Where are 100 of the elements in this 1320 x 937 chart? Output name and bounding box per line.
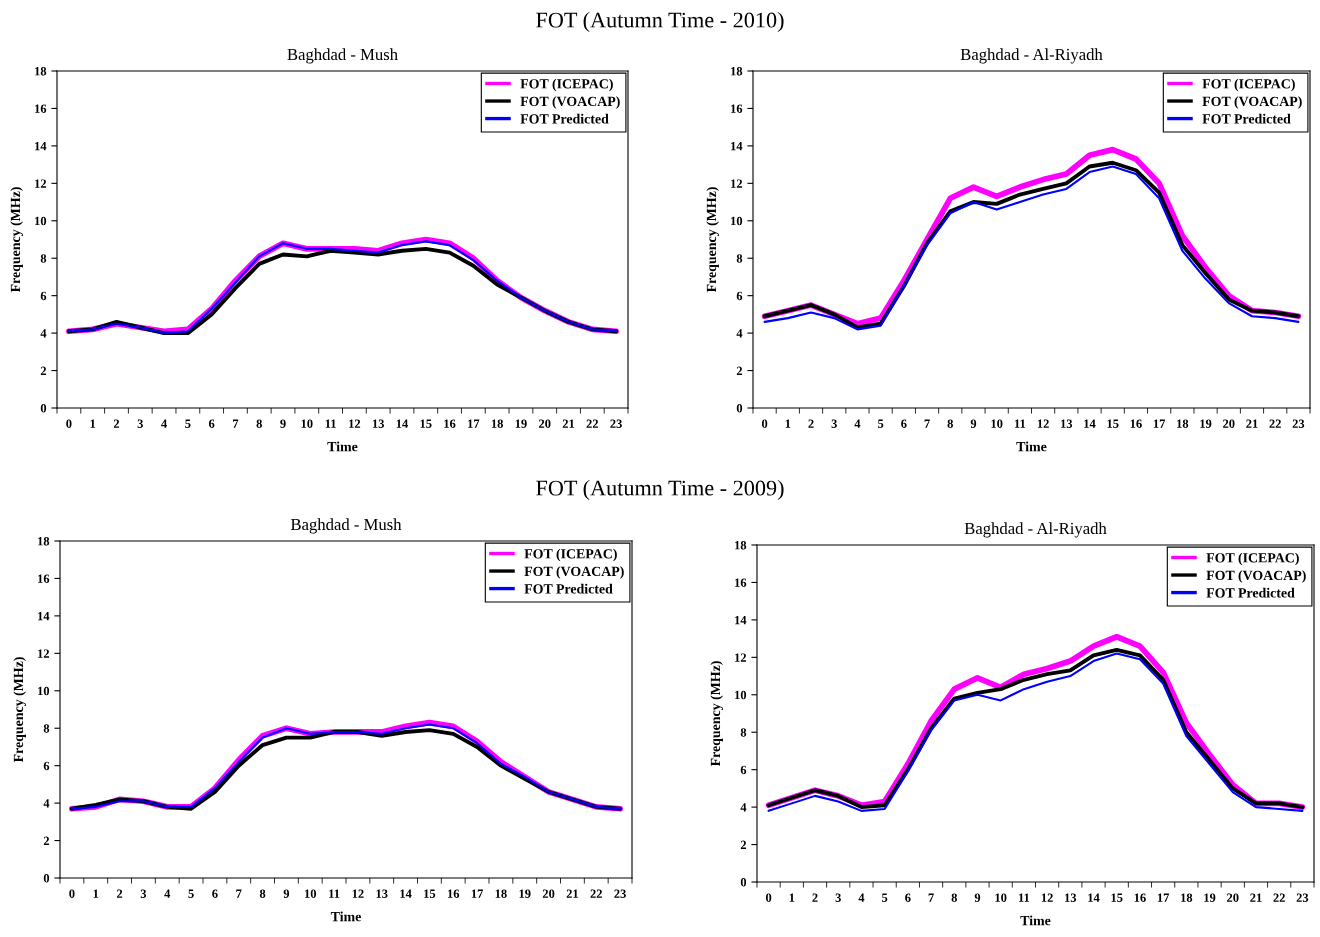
legend-label: FOT (VOACAP) bbox=[520, 96, 620, 109]
y-tick-label: 8 bbox=[40, 254, 47, 263]
legend-label: FOT Predicted bbox=[520, 113, 609, 124]
x-tick-label: 2 bbox=[808, 419, 814, 428]
legend-label: FOT (ICEPAC) bbox=[520, 78, 613, 92]
x-tick-label: 19 bbox=[515, 419, 527, 428]
x-tick-label: 5 bbox=[185, 419, 191, 428]
x-tick-label: 18 bbox=[495, 889, 507, 898]
x-tick-label: 1 bbox=[789, 893, 795, 902]
x-tick-label: 14 bbox=[1088, 893, 1100, 902]
legend-label: FOT (ICEPAC) bbox=[1202, 78, 1295, 92]
x-tick-label: 19 bbox=[1204, 893, 1216, 902]
x-tick-label: 1 bbox=[90, 419, 96, 428]
legend-label: FOT Predicted bbox=[524, 583, 613, 594]
y-tick-label: 0 bbox=[43, 874, 50, 883]
y-tick-label: 2 bbox=[736, 366, 743, 375]
x-tick-label: 20 bbox=[1227, 893, 1239, 902]
x-axis-title: Time bbox=[327, 441, 358, 452]
y-tick-label: 4 bbox=[736, 329, 743, 338]
legend-label: FOT (VOACAP) bbox=[524, 566, 624, 579]
y-tick-label: 6 bbox=[740, 765, 747, 775]
x-tick-label: 13 bbox=[1061, 419, 1073, 428]
y-tick-label: 0 bbox=[740, 878, 747, 887]
x-tick-label: 10 bbox=[991, 419, 1003, 428]
y-tick-label: 14 bbox=[38, 611, 50, 621]
x-tick-label: 23 bbox=[1296, 893, 1309, 902]
x-tick-label: 8 bbox=[951, 893, 957, 902]
x-tick-label: 12 bbox=[349, 419, 361, 428]
x-tick-label: 5 bbox=[188, 889, 194, 898]
x-tick-label: 1 bbox=[93, 889, 99, 898]
legend-label: FOT (VOACAP) bbox=[1202, 96, 1302, 109]
x-tick-label: 8 bbox=[256, 419, 262, 428]
y-tick-label: 16 bbox=[735, 578, 747, 587]
x-tick-label: 3 bbox=[831, 419, 837, 428]
x-tick-label: 11 bbox=[1018, 893, 1030, 902]
x-tick-label: 6 bbox=[901, 419, 907, 428]
x-tick-label: 15 bbox=[420, 419, 432, 428]
x-tick-label: 5 bbox=[882, 893, 888, 902]
x-tick-label: 18 bbox=[1181, 893, 1193, 902]
x-tick-label: 2 bbox=[116, 889, 123, 898]
y-tick-label: 4 bbox=[40, 329, 47, 338]
x-tick-label: 9 bbox=[280, 419, 286, 428]
y-tick-label: 0 bbox=[40, 404, 47, 413]
y-tick-label: 4 bbox=[43, 799, 50, 808]
x-tick-label: 11 bbox=[325, 419, 336, 428]
y-tick-label: 14 bbox=[731, 141, 743, 151]
x-tick-label: 2 bbox=[812, 893, 818, 902]
y-tick-label: 16 bbox=[38, 574, 50, 583]
x-tick-label: 17 bbox=[1153, 419, 1166, 428]
text: FOT (Autumn Time - 2009) bbox=[536, 479, 784, 501]
x-tick-label: 1 bbox=[785, 419, 791, 428]
y-tick-label: 12 bbox=[35, 179, 47, 188]
y-tick-label: 2 bbox=[43, 836, 50, 845]
y-tick-label: 10 bbox=[735, 690, 747, 700]
x-tick-label: 7 bbox=[928, 893, 934, 902]
y-tick-label: 18 bbox=[38, 537, 50, 546]
x-tick-label: 3 bbox=[140, 889, 147, 898]
legend-label: FOT (ICEPAC) bbox=[1206, 552, 1299, 566]
x-tick-label: 13 bbox=[1065, 893, 1077, 902]
x-tick-label: 22 bbox=[1269, 419, 1281, 428]
x-tick-label: 5 bbox=[878, 419, 884, 428]
y-axis-title: Frequency (MHz) bbox=[706, 187, 719, 293]
y-tick-label: 16 bbox=[731, 104, 743, 113]
x-tick-label: 9 bbox=[970, 419, 977, 428]
x-axis-title: Time bbox=[1016, 441, 1047, 452]
x-tick-label: 13 bbox=[376, 889, 388, 898]
y-tick-label: 14 bbox=[735, 615, 747, 625]
x-tick-label: 16 bbox=[444, 419, 456, 428]
y-tick-label: 12 bbox=[735, 653, 747, 662]
x-tick-label: 18 bbox=[1177, 419, 1189, 428]
x-tick-label: 0 bbox=[765, 893, 772, 902]
x-tick-label: 6 bbox=[212, 889, 218, 898]
x-tick-label: 21 bbox=[1250, 893, 1262, 902]
y-tick-label: 4 bbox=[740, 803, 747, 812]
x-tick-label: 6 bbox=[208, 419, 215, 428]
x-axis-title: Time bbox=[1020, 915, 1051, 926]
legend-label: FOT (ICEPAC) bbox=[524, 548, 617, 562]
y-tick-label: 12 bbox=[731, 179, 743, 188]
y-tick-label: 6 bbox=[43, 761, 50, 771]
y-axis-title: Frequency (MHz) bbox=[13, 657, 26, 763]
x-tick-label: 4 bbox=[161, 419, 167, 428]
x-tick-label: 14 bbox=[1084, 419, 1096, 428]
x-tick-label: 9 bbox=[283, 889, 290, 898]
chart-title: Baghdad - Mush bbox=[290, 518, 402, 534]
x-tick-label: 18 bbox=[491, 419, 503, 428]
y-tick-label: 2 bbox=[740, 840, 747, 849]
x-tick-label: 3 bbox=[137, 419, 143, 428]
x-tick-label: 22 bbox=[1273, 893, 1285, 902]
x-tick-label: 20 bbox=[1223, 419, 1235, 428]
y-tick-label: 2 bbox=[40, 366, 47, 375]
y-tick-label: 8 bbox=[736, 254, 743, 263]
x-tick-label: 16 bbox=[1130, 419, 1142, 428]
chart-title: Baghdad - Al-Riyadh bbox=[964, 522, 1107, 538]
x-tick-label: 7 bbox=[924, 419, 930, 428]
x-tick-label: 20 bbox=[539, 419, 551, 428]
y-axis-title: Frequency (MHz) bbox=[10, 187, 23, 293]
y-tick-label: 18 bbox=[735, 541, 747, 550]
x-tick-label: 13 bbox=[372, 419, 385, 428]
x-tick-label: 12 bbox=[352, 889, 364, 898]
x-tick-label: 6 bbox=[905, 893, 911, 902]
